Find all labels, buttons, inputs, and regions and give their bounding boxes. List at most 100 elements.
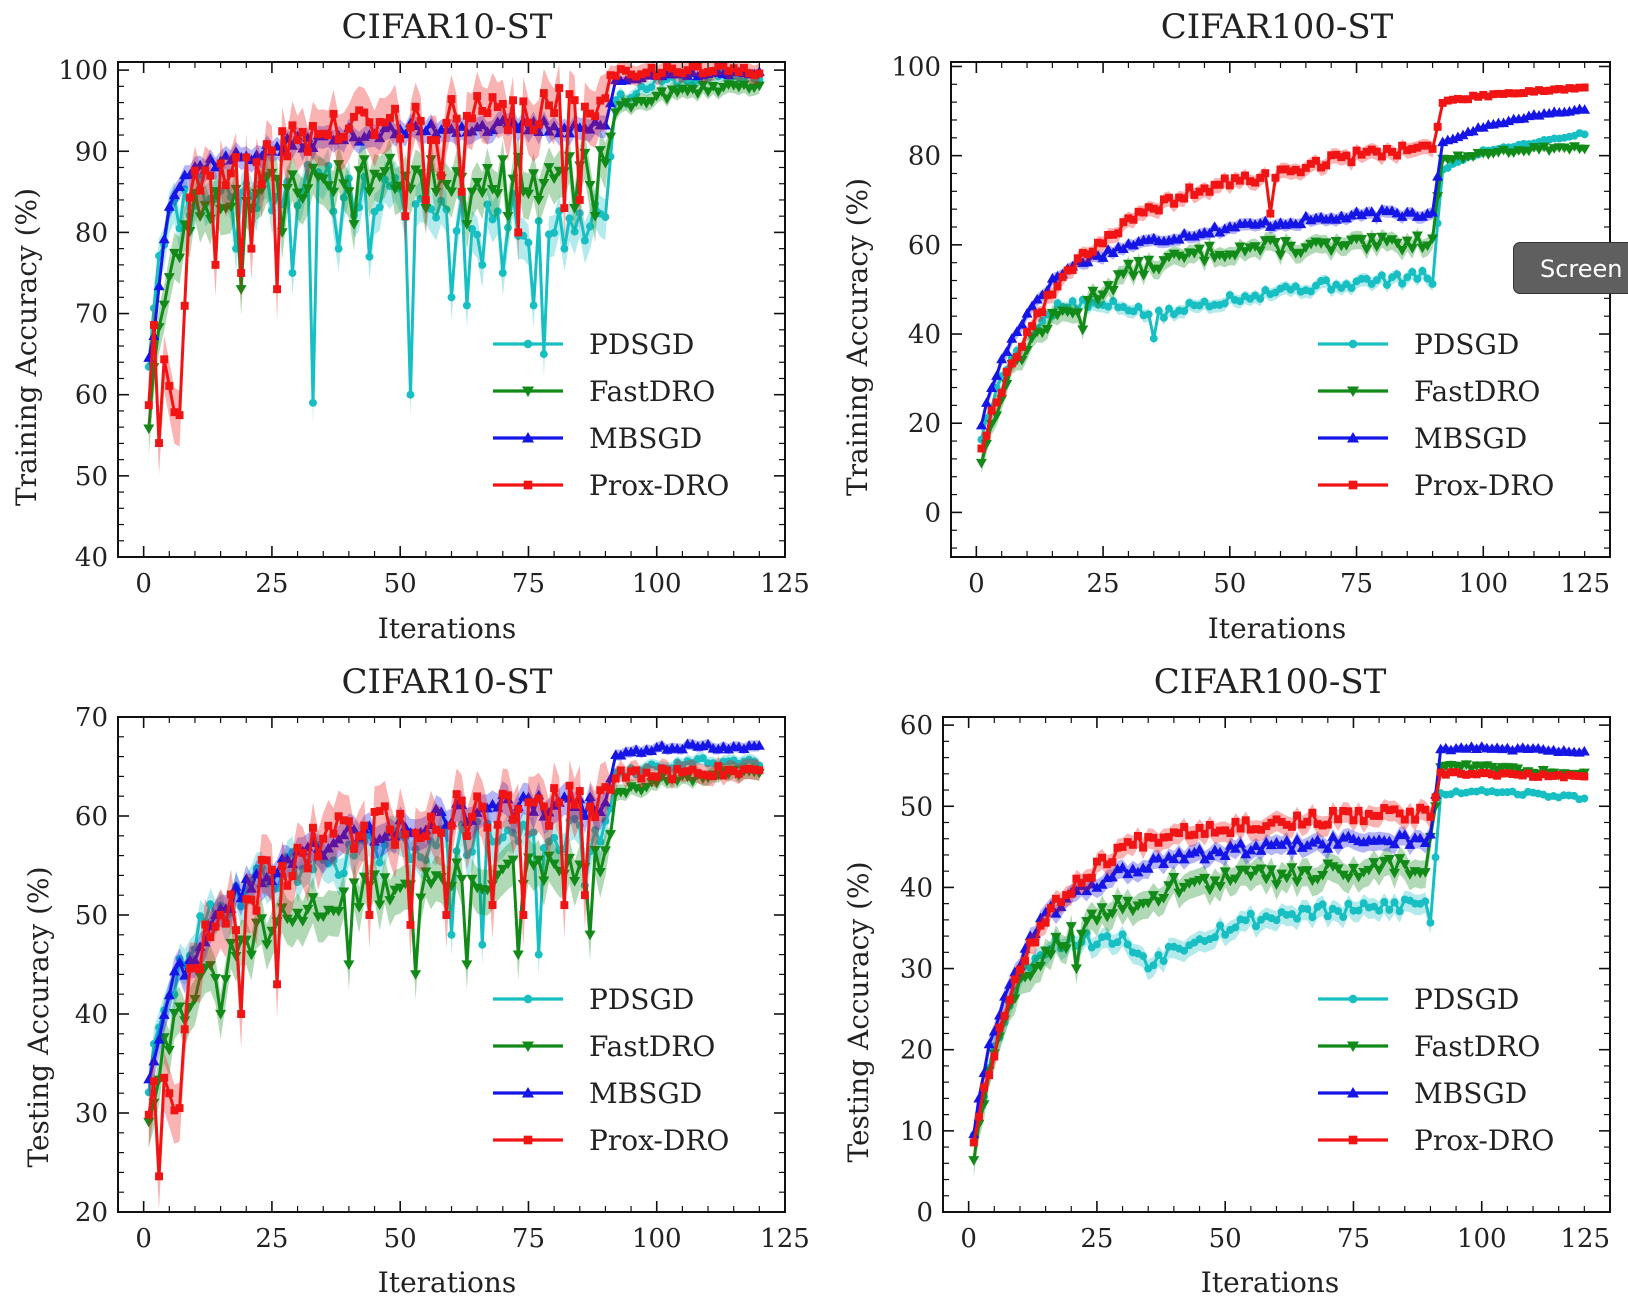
x-tick-label: 0 [968,569,985,599]
data-point [1127,906,1139,917]
data-point [1427,206,1439,217]
data-point [1041,324,1053,335]
data-point [1246,177,1255,186]
data-point [580,236,589,245]
y-tick-label: 20 [900,1036,933,1066]
data-point [1134,831,1142,840]
data-point [1154,206,1163,215]
data-point [1099,239,1108,248]
data-point [487,124,499,135]
data-point [1221,930,1230,939]
data-point [1072,308,1084,319]
data-point [158,1033,170,1043]
data-point [1024,971,1036,982]
data-point [647,63,656,72]
data-point [714,62,723,70]
data-point [1462,770,1471,779]
data-point [1255,864,1267,875]
data-point [539,802,548,811]
screenshot-button[interactable]: Screen [1513,242,1628,294]
data-point [1102,281,1114,291]
data-point [1256,173,1265,182]
data-point [1448,95,1457,104]
data-point [693,769,702,778]
data-point [1127,271,1139,282]
data-point [401,830,410,839]
data-point [651,91,663,102]
data-point [569,876,581,887]
data-point [647,83,656,91]
y-axis-label: Training Accuracy (%) [10,188,43,506]
data-point [688,62,697,71]
data-point [1221,826,1230,835]
data-point [1375,906,1384,915]
data-point [1002,367,1011,376]
data-point [1421,897,1430,906]
data-point [1524,87,1533,96]
data-point [616,766,625,775]
data-point [723,743,735,754]
data-point [452,114,461,123]
data-point [1300,210,1312,221]
legend-label: PDSGD [589,983,694,1016]
data-point [473,92,482,101]
data-point [1334,815,1343,824]
data-point [314,130,323,139]
data-point [298,127,307,136]
data-point [271,867,283,878]
data-point [1057,898,1065,907]
legend-label: Prox-DRO [1414,469,1554,502]
data-point [1246,909,1255,918]
data-point [1313,820,1322,829]
data-point [286,170,298,181]
data-point [483,823,492,832]
data-point [319,834,328,843]
data-point [153,280,165,291]
data-point [158,300,170,311]
data-point [1275,250,1286,261]
data-point [179,970,191,980]
data-point [406,390,415,399]
legend-marker [523,480,533,490]
data-point [456,874,468,885]
data-point [430,128,442,138]
data-point [174,181,186,191]
y-tick-label: 70 [75,300,108,330]
legend-marker [523,994,533,1004]
data-point [278,127,287,136]
data-point [1086,878,1098,889]
data-point [1142,898,1154,909]
data-point [1081,916,1093,927]
data-point [488,93,497,102]
data-point [143,424,155,435]
data-point [334,244,343,253]
data-point [1570,84,1579,93]
data-point [288,872,297,881]
y-axis-label: Testing Accuracy (%) [842,861,875,1162]
data-point [1001,346,1013,356]
data-point [1399,860,1411,870]
legend-label: FastDRO [1414,375,1540,408]
data-point [1175,193,1184,202]
data-point [1229,251,1241,261]
data-point [1306,287,1315,296]
data-point [514,805,523,813]
chart-title: CIFAR100-ST [1154,662,1387,702]
data-point [1195,187,1204,196]
legend-marker [522,432,534,443]
data-point [1164,833,1173,841]
y-tick-label: 40 [75,543,108,573]
data-point [427,136,435,144]
legend-label: MBSGD [589,422,702,455]
data-point [1575,772,1584,780]
data-point [1108,858,1117,867]
data-point [493,820,502,829]
data-point [1370,811,1378,820]
data-point [385,114,394,122]
data-point [1133,257,1145,267]
chart-title: CIFAR10-ST [342,662,553,702]
legend-label: FastDRO [589,1030,715,1063]
data-point [293,136,302,145]
data-point [421,832,430,841]
data-point [155,439,164,448]
